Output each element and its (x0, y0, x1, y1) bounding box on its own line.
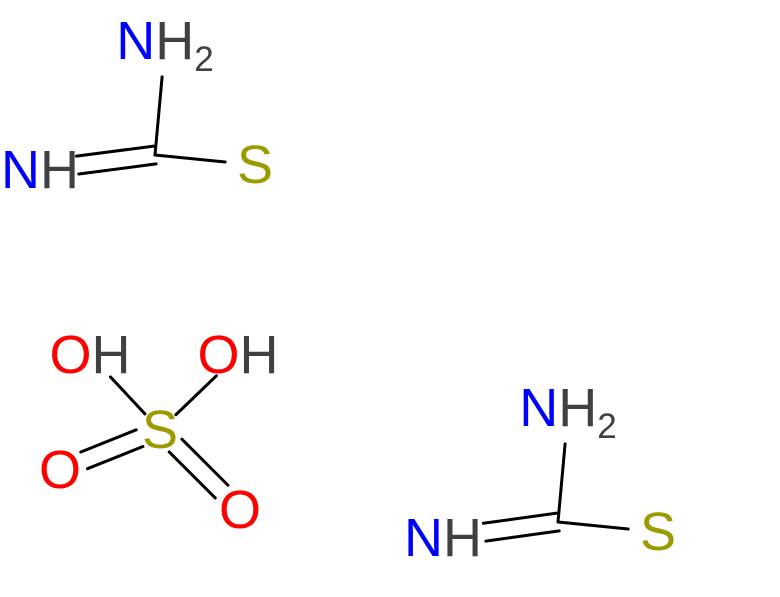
atom-label-o: O (39, 443, 81, 497)
atom-label-s: S (237, 138, 273, 192)
atom-label-s: S (640, 505, 676, 559)
atom-label-nh: NH (1, 143, 79, 197)
molecule-canvas: SNH2NHSNH2NHSOOOHOH (0, 0, 780, 597)
atom-label-o: O (219, 483, 261, 537)
atom-label-nh2: NH2 (519, 381, 617, 444)
atom-label-oh: OH (197, 328, 278, 382)
atom-label-oh: OH (49, 328, 130, 382)
atom-label-nh: NH (404, 511, 482, 565)
atom-label-s: S (142, 403, 178, 457)
atom-label-nh2: NH2 (116, 14, 214, 77)
